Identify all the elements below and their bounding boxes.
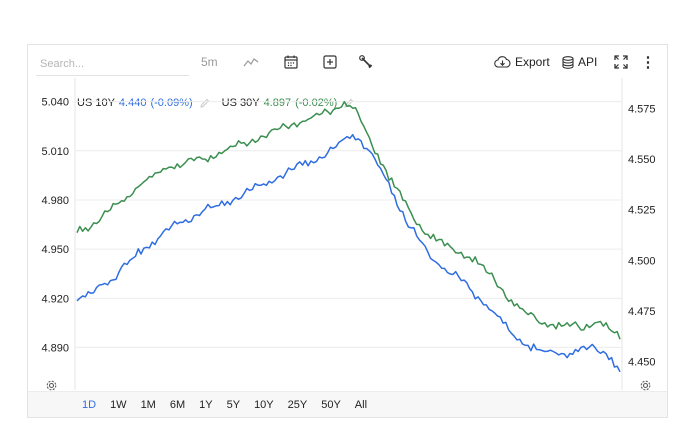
right-axis-tick-label: 4.550 [628,154,656,166]
series-line-us30y [76,100,621,340]
more-menu-button[interactable]: ⋮ [640,54,656,71]
range-button-1w[interactable]: 1W [110,398,127,411]
left-axis-tick-label: 4.920 [41,293,69,305]
cloud-download-icon [494,56,511,68]
toolbar: 5m Export API ⋮ [28,45,667,77]
left-axis-tick-label: 5.010 [41,146,69,158]
api-button[interactable]: API [562,52,597,72]
left-axis-tick-label: 5.040 [41,97,69,109]
legend-series-change: (-0.02%) [295,97,338,109]
legend-entry-us30y[interactable]: US 30Y 4.897 (-0.02%) [222,97,355,109]
legend-series-value: 4.440 [118,97,147,109]
legend-series-name: US 30Y [221,97,260,109]
range-button-all[interactable]: All [354,398,368,411]
right-axis-tick-label: 4.475 [628,306,656,318]
legend-entry-us10y[interactable]: US 10Y 4.440 (-0.09%) [77,97,210,109]
range-button-1m[interactable]: 1M [140,398,156,411]
wrench-icon[interactable] [359,52,373,72]
line-chart-type-icon[interactable] [243,52,259,72]
left-axis-tick-label: 4.950 [41,244,69,256]
pencil-icon[interactable] [199,98,210,109]
right-axis-tick-label: 4.500 [628,255,656,267]
range-button-6m[interactable]: 6M [169,398,186,411]
right-axis-tick-label: 4.450 [628,357,656,369]
legend-series-name: US 10Y [77,97,115,109]
range-button-1y[interactable]: 1Y [199,398,213,411]
left-axis-tick-label: 4.890 [41,342,69,354]
fullscreen-icon[interactable] [614,52,628,72]
range-button-25y[interactable]: 25Y [287,398,308,411]
left-axis-tick-label: 4.980 [41,195,69,207]
range-button-50y[interactable]: 50Y [321,398,341,411]
export-label: Export [515,55,550,69]
api-label: API [578,55,598,69]
calendar-icon[interactable] [284,52,298,72]
range-button-10y[interactable]: 10Y [254,398,274,411]
export-button[interactable]: Export [494,52,550,72]
left-axis-settings-icon[interactable] [45,379,58,392]
line-chart[interactable]: 5.040 5.010 4.980 4.950 4.920 4.890 4.575 4.550… [28,78,669,392]
range-selector-bar: 1D 1W 1M 6M 1Y 5Y 10Y 25Y 50Y All [28,391,667,417]
interval-selector[interactable]: 5m [201,55,218,69]
chart-legend: US 10Y 4.440 (-0.09%) US 30Y 4.897 (-0.0… [77,97,354,109]
series-line-us10y [76,133,621,373]
right-axis-settings-icon[interactable] [639,379,652,392]
right-axis-tick-label: 4.575 [628,103,656,115]
right-axis-tick-label: 4.525 [628,205,656,217]
legend-series-value: 4.897 [263,97,292,109]
chart-widget: 5m Export API ⋮ [27,44,668,418]
search-input[interactable] [36,53,189,76]
range-button-5y[interactable]: 5Y [226,398,241,411]
range-button-1d[interactable]: 1D [82,398,97,411]
database-icon [562,55,574,69]
legend-series-change: (-0.09%) [150,97,193,109]
add-indicator-icon[interactable] [323,52,337,72]
